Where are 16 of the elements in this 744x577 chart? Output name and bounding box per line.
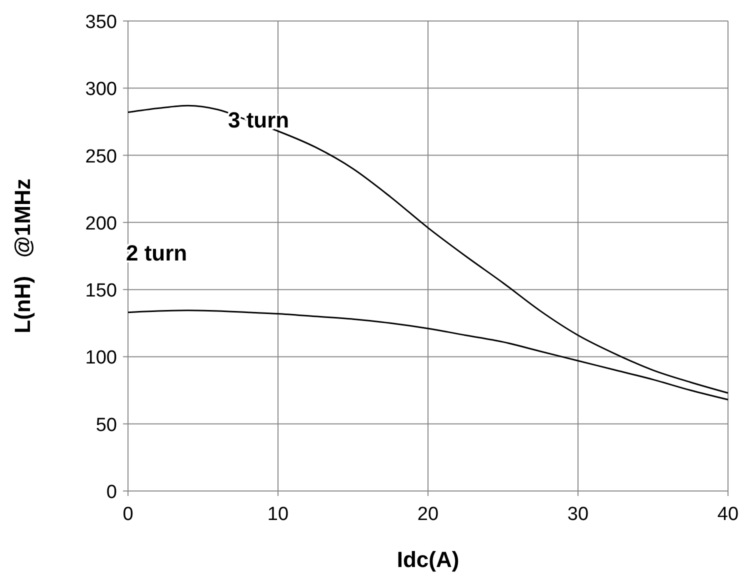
y-tick-label: 50 [96, 414, 117, 436]
x-tick-label: 20 [417, 504, 439, 525]
x-tick-label: 10 [267, 504, 289, 525]
x-tick-label: 0 [122, 504, 134, 525]
x-tick-label: 40 [717, 504, 739, 525]
y-tick-label: 150 [85, 280, 117, 302]
y-tick-label: 350 [85, 12, 117, 33]
y-axis-title: L(nH) @1MHz [10, 178, 35, 334]
y-tick-label: 0 [106, 482, 117, 503]
x-axis-title: Idc(A) [396, 547, 460, 572]
x-tick-label: 30 [567, 504, 589, 525]
y-tick-label: 300 [85, 79, 117, 100]
y-tick-label: 250 [85, 146, 117, 168]
text: 2 turn [126, 240, 188, 266]
y-tick-label: 100 [85, 348, 117, 369]
y-tick-label: 200 [85, 213, 117, 234]
